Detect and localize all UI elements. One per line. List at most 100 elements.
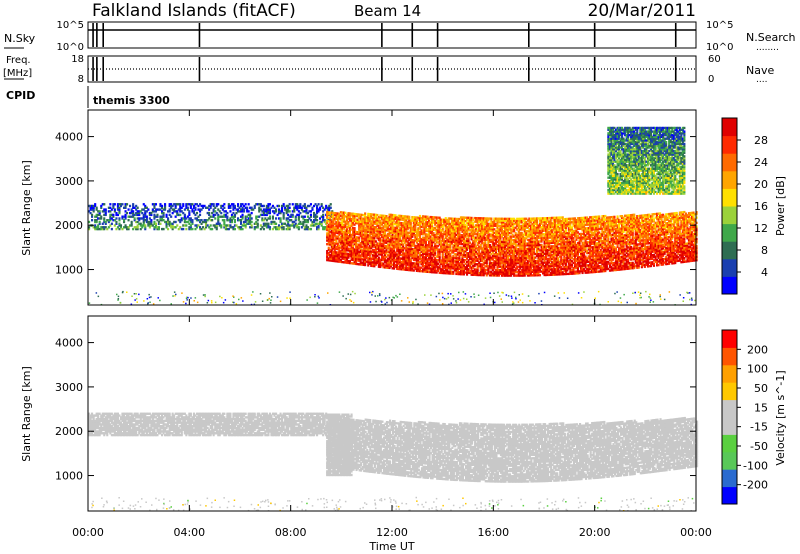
echo-cell — [327, 220, 330, 223]
echo-cell — [450, 260, 453, 263]
echo-cell — [95, 226, 98, 229]
echo-cell — [386, 234, 390, 238]
echo-cell — [411, 230, 414, 233]
echo-cell — [456, 256, 460, 260]
echo-cell — [311, 208, 314, 211]
echo-cell — [473, 250, 476, 253]
echo-cell — [361, 217, 364, 220]
echo-cell — [379, 240, 382, 244]
echo-cell — [293, 226, 296, 229]
echo-cell — [435, 258, 438, 262]
echo-cell — [406, 259, 409, 263]
echo-cell — [491, 233, 494, 236]
echo-cell — [488, 217, 491, 220]
echo-cell — [497, 228, 501, 231]
echo-cell — [300, 226, 303, 229]
echo-cell — [119, 226, 123, 229]
echo-cell — [446, 220, 449, 224]
echo-cell — [371, 218, 374, 222]
echo-cell — [97, 226, 100, 229]
echo-cell — [434, 228, 437, 232]
echo-cell — [171, 224, 174, 227]
echo-cell — [490, 217, 493, 220]
echo-cell — [191, 219, 194, 222]
echo-cell — [519, 231, 522, 235]
echo-cell — [249, 226, 252, 229]
echo-cell — [466, 257, 469, 260]
echo-cell — [496, 226, 499, 229]
echo-cell — [453, 231, 456, 235]
echo-cell — [188, 219, 191, 222]
echo-cell — [326, 216, 329, 219]
echo-cell — [441, 220, 444, 223]
echo-cell — [397, 232, 400, 235]
echo-cell — [390, 252, 393, 256]
echo-cell — [446, 226, 449, 229]
echo-cell — [267, 203, 270, 206]
echo-cell — [390, 226, 393, 229]
echo-cell — [488, 263, 491, 266]
echo-cell — [510, 223, 513, 226]
echo-cell — [396, 257, 399, 260]
echo-cell — [355, 241, 358, 244]
echo-cell — [262, 210, 265, 213]
echo-cell — [523, 228, 526, 231]
echo-cell — [484, 217, 487, 220]
echo-cell — [101, 227, 104, 231]
echo-cell — [513, 228, 516, 231]
echo-cell — [473, 238, 476, 241]
echo-cell — [383, 257, 387, 260]
echo-cell — [437, 220, 440, 223]
echo-cell — [446, 270, 449, 273]
echo-cell — [466, 229, 469, 232]
echo-cell — [356, 218, 359, 221]
echo-cell — [519, 217, 522, 221]
echo-cell — [435, 241, 438, 244]
echo-cell — [246, 210, 249, 213]
echo-cell — [342, 245, 346, 248]
echo-cell — [429, 263, 432, 267]
echo-cell — [305, 206, 308, 209]
echo-cell — [367, 257, 370, 260]
echo-cell — [361, 235, 364, 238]
echo-cell — [438, 230, 441, 234]
echo-cell — [438, 252, 441, 255]
echo-cell — [405, 256, 408, 259]
echo-cell — [475, 259, 478, 262]
freq-tick-low: 8 — [78, 74, 84, 85]
echo-cell — [434, 260, 437, 263]
echo-cell — [514, 247, 517, 251]
echo-cell — [441, 261, 444, 264]
echo-cell — [508, 270, 511, 274]
echo-cell — [513, 251, 516, 254]
echo-cell — [434, 216, 437, 219]
echo-cell — [488, 258, 491, 261]
echo-cell — [326, 221, 329, 225]
echo-cell — [455, 242, 458, 245]
echo-cell — [348, 214, 352, 217]
echo-cell — [473, 243, 476, 246]
echo-cell — [525, 235, 528, 238]
echo-cell — [316, 206, 319, 209]
echo-cell — [367, 225, 370, 228]
echo-cell — [523, 226, 526, 229]
echo-cell — [409, 230, 412, 233]
echo-cell — [189, 203, 192, 206]
echo-cell — [505, 247, 508, 251]
echo-cell — [496, 253, 499, 256]
echo-cell — [449, 244, 452, 247]
echo-cell — [438, 253, 441, 257]
echo-cell — [258, 208, 261, 211]
echo-cell — [141, 208, 144, 211]
echo-cell — [110, 222, 113, 225]
echo-cell — [472, 250, 475, 253]
echo-cell — [288, 203, 291, 206]
echo-cell — [368, 214, 371, 218]
echo-cell — [368, 253, 371, 257]
echo-cell — [377, 262, 380, 265]
echo-cell — [412, 226, 415, 230]
echo-cell — [359, 231, 362, 234]
echo-cell — [336, 231, 339, 235]
echo-cell — [450, 270, 453, 274]
echo-cell — [377, 260, 380, 263]
